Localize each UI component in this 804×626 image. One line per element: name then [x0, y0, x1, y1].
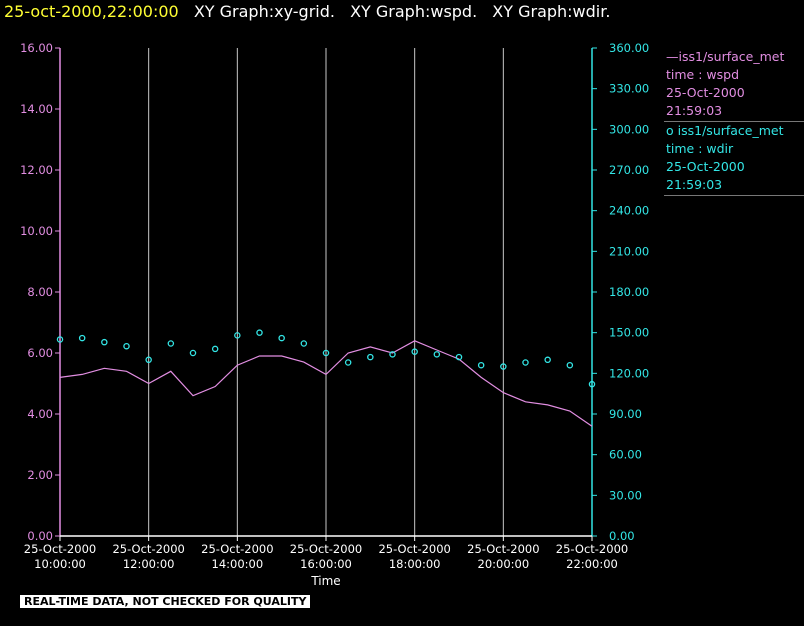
legend-var: time : wdir — [666, 141, 734, 156]
series-wdir-point — [145, 356, 152, 364]
x-tick-label-date: 25-Oct-2000 — [24, 542, 96, 556]
x-tick-label-time: 16:00:00 — [300, 557, 352, 571]
series-wdir-point — [56, 336, 64, 343]
legend-entry-wspd: —iss1/surface_met time : wspd 25-Oct-200… — [664, 48, 804, 122]
series-wdir-point — [588, 380, 596, 388]
y-left-tick-label: 2.00 — [27, 468, 53, 482]
graph-label-wspd: XY Graph:wspd. — [350, 2, 478, 21]
series-wdir-point — [566, 361, 574, 369]
series-wdir-point — [389, 351, 396, 358]
graph-label-wdir: XY Graph:wdir. — [492, 2, 611, 21]
series-wdir-point — [167, 340, 175, 347]
y-left-tick-label: 10.00 — [20, 224, 53, 238]
y-right-tick-label: 0.00 — [609, 529, 635, 543]
series-wspd-line — [59, 340, 593, 427]
series-wdir-point — [500, 363, 507, 370]
series-wdir-point — [522, 359, 529, 366]
y-right-tick-label: 90.00 — [609, 407, 642, 421]
series-wdir-point — [189, 349, 197, 357]
x-tick-label-time: 12:00:00 — [123, 557, 175, 571]
y-left-tick-label: 0.00 — [27, 529, 53, 543]
x-tick-label-date: 25-Oct-2000 — [290, 542, 362, 556]
legend-source: iss1/surface_met — [677, 123, 784, 138]
series-wdir-point — [234, 332, 241, 339]
legend-line-marker: — — [666, 49, 679, 64]
x-tick-label-time: 10:00:00 — [34, 557, 86, 571]
series-wdir-point — [367, 353, 374, 361]
series-wdir-point — [322, 349, 330, 357]
y-right-tick-label: 300.00 — [609, 122, 649, 136]
y-right-tick-label: 150.00 — [609, 326, 649, 340]
graph-label-xy-grid: XY Graph:xy-grid. — [193, 2, 335, 21]
legend-circle-marker: o — [666, 123, 674, 138]
series-wdir-point — [211, 345, 219, 353]
legend-source: iss1/surface_met — [678, 49, 785, 64]
series-wdir-point — [477, 361, 485, 369]
series-wdir-point — [411, 348, 418, 355]
legend-date: 25-Oct-2000 — [666, 85, 745, 100]
legend-entry-wdir: o iss1/surface_met time : wdir 25-Oct-20… — [664, 122, 804, 196]
x-tick-label-time: 14:00:00 — [212, 557, 264, 571]
x-tick-label-date: 25-Oct-2000 — [112, 542, 184, 556]
y-left-tick-label: 6.00 — [27, 346, 53, 360]
legend: —iss1/surface_met time : wspd 25-Oct-200… — [664, 48, 804, 196]
y-left-tick-label: 12.00 — [20, 163, 53, 177]
series-wdir-point — [123, 342, 130, 350]
legend-time: 21:59:03 — [666, 177, 723, 192]
series-wdir-point — [455, 353, 463, 361]
x-tick-label-date: 25-Oct-2000 — [201, 542, 273, 556]
window-title: 25-oct-2000,22:00:00 XY Graph:xy-grid. X… — [4, 2, 610, 21]
timestamp: 25-oct-2000,22:00:00 — [4, 2, 179, 21]
legend-time: 21:59:03 — [666, 103, 723, 118]
x-tick-label-date: 25-Oct-2000 — [378, 542, 450, 556]
series-wdir-point — [278, 334, 285, 342]
x-tick-label-time: 22:00:00 — [566, 557, 618, 571]
y-left-tick-label: 4.00 — [27, 407, 53, 421]
x-tick-label-date: 25-Oct-2000 — [556, 542, 628, 556]
y-right-tick-label: 120.00 — [609, 366, 649, 380]
series-wdir-point — [433, 351, 441, 358]
series-wdir-point — [300, 340, 308, 347]
x-tick-label-date: 25-Oct-2000 — [467, 542, 539, 556]
x-tick-label-time: 18:00:00 — [389, 557, 441, 571]
x-axis-label: Time — [310, 574, 340, 588]
y-right-tick-label: 270.00 — [609, 163, 649, 177]
series-wdir-point — [344, 359, 352, 366]
y-right-tick-label: 30.00 — [609, 488, 642, 502]
legend-date: 25-Oct-2000 — [666, 159, 745, 174]
y-right-tick-label: 330.00 — [609, 82, 649, 96]
x-tick-label-time: 20:00:00 — [478, 557, 530, 571]
series-wdir-point — [78, 334, 86, 342]
series-wdir-point — [544, 356, 551, 364]
legend-var: time : wspd — [666, 67, 740, 82]
y-left-tick-label: 16.00 — [20, 41, 53, 55]
series-wdir-point — [256, 329, 263, 336]
y-left-tick-label: 14.00 — [20, 102, 53, 116]
y-right-tick-label: 360.00 — [609, 41, 649, 55]
y-right-tick-label: 60.00 — [609, 448, 642, 462]
y-right-tick-label: 240.00 — [609, 204, 649, 218]
y-left-tick-label: 8.00 — [27, 285, 53, 299]
series-wdir-point — [101, 338, 108, 346]
y-right-tick-label: 180.00 — [609, 285, 649, 299]
y-right-tick-label: 210.00 — [609, 244, 649, 258]
quality-note: REAL-TIME DATA, NOT CHECKED FOR QUALITY — [20, 595, 311, 608]
